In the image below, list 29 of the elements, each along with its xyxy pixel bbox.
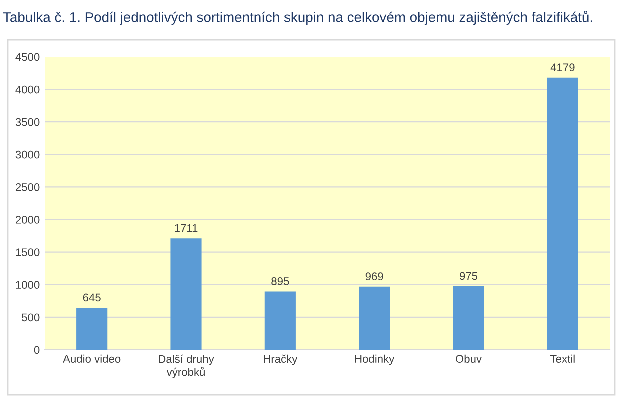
bar	[547, 78, 578, 350]
y-tick-label: 2500	[16, 183, 40, 192]
bar	[170, 238, 202, 350]
y-tick-label: 3500	[16, 118, 40, 126]
data-label: 975	[460, 272, 478, 280]
bar	[359, 286, 390, 350]
data-label: 4179	[550, 64, 575, 72]
y-tick-label: 0	[34, 346, 40, 354]
y-tick-label: 1000	[16, 281, 40, 290]
y-tick-label: 500	[22, 314, 40, 322]
x-tick-label: Audio video	[63, 354, 121, 364]
chart-title: Tabulka č. 1. Podíl jednotlivých sortimentních skupin na celkovém objemu zajištěných falzifikátů.	[3, 10, 592, 26]
x-tick-label: Další druhy výrobků	[159, 354, 214, 378]
x-tick-label: Textil	[550, 354, 575, 364]
bar	[453, 286, 484, 350]
y-tick-label: 1500	[16, 248, 40, 256]
data-label: 1711	[175, 224, 198, 232]
data-label: 969	[366, 272, 384, 281]
y-tick-label: 4000	[16, 86, 40, 94]
y-tick-label: 2000	[16, 216, 40, 224]
bar	[264, 292, 296, 350]
x-tick-label: Hodinky	[355, 354, 395, 366]
data-label: 645	[83, 294, 101, 302]
y-tick-label: 3000	[16, 150, 40, 159]
x-tick-label: Obuv	[456, 354, 482, 364]
y-tick-label: 4500	[16, 53, 40, 62]
data-label: 895	[272, 277, 290, 286]
bar	[76, 308, 108, 350]
x-tick-label: Hračky	[264, 354, 298, 366]
